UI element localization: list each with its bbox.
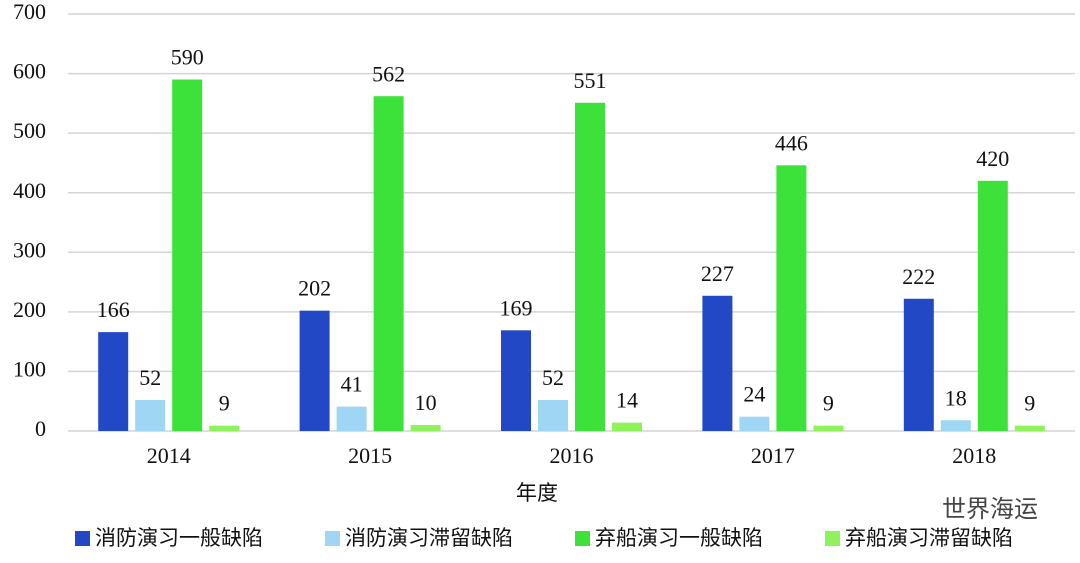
bar [776, 165, 807, 431]
data-label: 52 [542, 365, 564, 390]
data-label: 169 [500, 295, 533, 320]
bar [1014, 425, 1045, 431]
x-tick-label: 2015 [348, 443, 392, 468]
data-label: 10 [415, 390, 437, 415]
y-tick-label: 300 [13, 237, 46, 262]
bar [940, 420, 971, 431]
bar [172, 79, 203, 432]
data-label: 14 [616, 388, 638, 413]
bar [612, 422, 642, 431]
y-tick-label: 0 [35, 416, 46, 441]
bar [336, 406, 367, 431]
bar [813, 425, 844, 431]
y-tick-label: 600 [13, 59, 46, 84]
y-tick-label: 500 [13, 118, 46, 143]
data-label: 590 [171, 45, 204, 70]
legend-label: 消防演习滞留缺陷 [345, 526, 513, 550]
bar [299, 310, 330, 431]
data-label: 227 [701, 261, 734, 286]
data-label: 9 [1024, 391, 1035, 416]
bar [135, 400, 166, 431]
data-label: 9 [823, 391, 834, 416]
legend-marker [575, 531, 590, 546]
legend-marker [75, 531, 90, 546]
data-label: 446 [775, 130, 808, 155]
data-label: 551 [574, 68, 607, 93]
data-label: 562 [372, 61, 405, 86]
x-tick-label: 2014 [147, 443, 191, 468]
bar [98, 332, 129, 431]
bar [702, 295, 733, 431]
x-axis-label: 年度 [516, 481, 558, 505]
bar [903, 298, 934, 431]
bar [209, 425, 240, 431]
data-label: 18 [945, 385, 967, 410]
legend-label: 弃船演习一般缺陷 [595, 526, 763, 550]
watermark: 世界海运 [942, 495, 1038, 523]
y-tick-label: 200 [13, 297, 46, 322]
data-label: 9 [219, 391, 230, 416]
y-tick-label: 100 [13, 356, 46, 381]
data-label: 420 [976, 146, 1009, 171]
bar [538, 400, 568, 431]
bar [501, 330, 531, 431]
bar [575, 102, 605, 432]
bar [739, 416, 770, 431]
x-tick-label: 2017 [751, 443, 795, 468]
x-tick-label: 2018 [952, 443, 996, 468]
data-label: 52 [139, 365, 161, 390]
bar [373, 96, 404, 432]
y-tick-label: 700 [13, 0, 46, 24]
legend-label: 消防演习一般缺陷 [95, 526, 263, 550]
y-tick-label: 400 [13, 178, 46, 203]
data-label: 41 [341, 372, 363, 397]
data-label: 222 [902, 264, 935, 289]
data-label: 202 [298, 276, 331, 301]
legend-label: 弃船演习滞留缺陷 [845, 526, 1013, 550]
legend-marker [325, 531, 340, 546]
data-label: 166 [97, 297, 130, 322]
bar [410, 425, 441, 431]
x-tick-label: 2016 [550, 443, 594, 468]
data-label: 24 [743, 382, 765, 407]
bar [977, 180, 1008, 431]
legend-marker [825, 531, 840, 546]
